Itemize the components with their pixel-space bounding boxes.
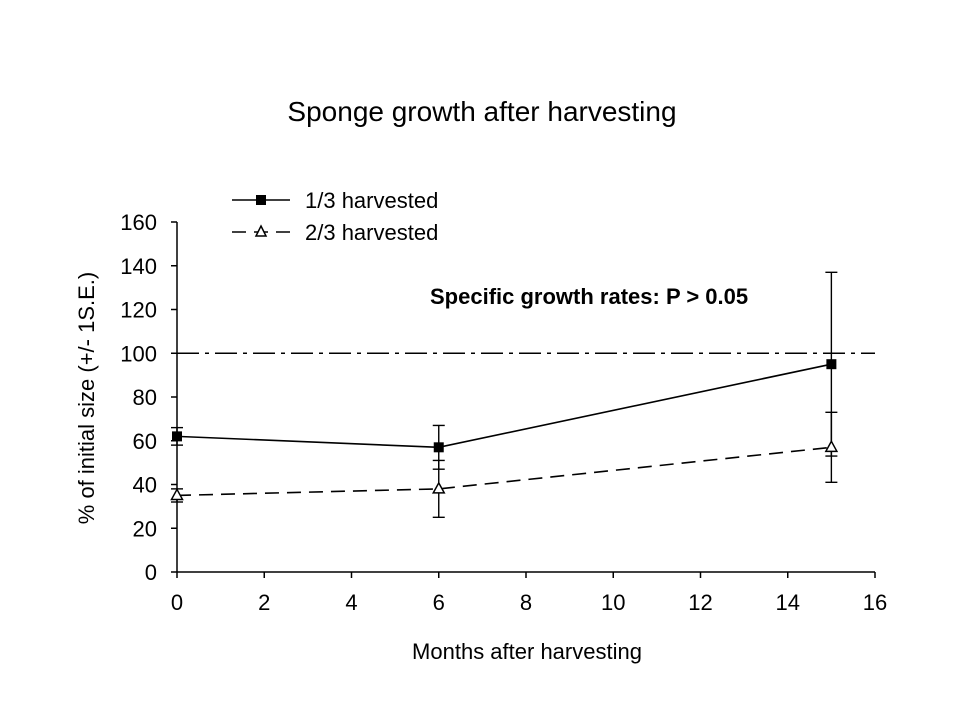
legend-label-series-1: 1/3 harvested — [305, 188, 438, 213]
y-tick-label: 80 — [133, 385, 157, 410]
annotation: Specific growth rates: P > 0.05 — [430, 284, 748, 309]
x-tick-label: 10 — [601, 590, 625, 615]
plot-area — [170, 271, 839, 519]
data-point — [170, 487, 184, 501]
y-axis-label: % of initial size (+/- 1S.E.) — [74, 272, 99, 524]
x-axis-label: Months after harvesting — [412, 639, 642, 664]
x-tick-label: 14 — [776, 590, 800, 615]
chart-title: Sponge growth after harvesting — [287, 96, 676, 127]
x-tick-label: 16 — [863, 590, 887, 615]
x-tick-label: 8 — [520, 590, 532, 615]
x-tick-label: 0 — [171, 590, 183, 615]
data-point — [433, 442, 444, 453]
legend-marker-series-2 — [254, 224, 268, 237]
x-tick-label: 12 — [688, 590, 712, 615]
data-point — [824, 439, 839, 453]
y-tick-label: 0 — [145, 560, 157, 585]
x-tick-label: 2 — [258, 590, 270, 615]
x-tick-label: 6 — [433, 590, 445, 615]
data-point — [172, 431, 182, 442]
y-tick-label: 100 — [120, 341, 157, 366]
legend: 1/3 harvested 2/3 harvested — [232, 188, 438, 245]
y-tick-label: 20 — [133, 516, 157, 541]
y-tick-label: 120 — [120, 298, 157, 323]
series-2 — [170, 411, 839, 519]
y-tick-label: 140 — [120, 254, 157, 279]
y-tick-label: 60 — [133, 429, 157, 454]
axes: 0 20 40 60 80 100 120 140 160 0 2 4 6 8 10 12 14 16 — [120, 210, 887, 615]
y-tick-label: 40 — [133, 473, 157, 498]
legend-label-series-2: 2/3 harvested — [305, 220, 438, 245]
x-tick-label: 4 — [345, 590, 357, 615]
data-point — [431, 481, 446, 494]
data-point — [826, 359, 837, 370]
legend-marker-series-1 — [256, 195, 266, 205]
series-1 — [171, 271, 838, 470]
series-line — [176, 446, 832, 497]
y-tick-label: 160 — [120, 210, 157, 235]
series-line — [176, 363, 832, 449]
